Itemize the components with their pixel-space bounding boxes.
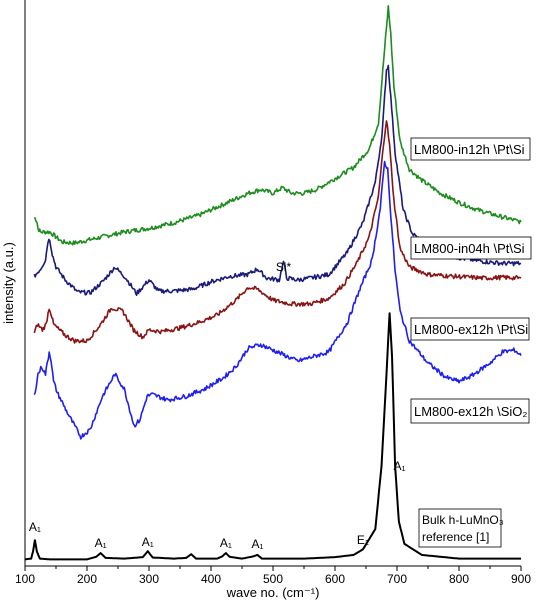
x-axis-title: wave no. (cm⁻¹) (226, 585, 320, 600)
series-label-text: Bulk h-LuMnO₃ (422, 513, 504, 527)
x-tick-label: 800 (449, 572, 469, 586)
x-tick-label: 700 (387, 572, 407, 586)
x-tick-label: 600 (325, 572, 345, 586)
x-tick-label: 500 (263, 572, 283, 586)
series-label-text: LM800-ex12h \SiO₂ (414, 404, 527, 419)
series-label: LM800-ex12h \SiO₂ (410, 398, 530, 424)
series-label: Bulk h-LuMnO₃ reference [1] (418, 508, 504, 548)
series-label: LM800-ex12h \Pt\Si (410, 317, 530, 341)
series-label: LM800-in04h \Pt\Si (410, 236, 532, 260)
peak-label: Si* (276, 260, 292, 274)
peak-label: A₁ (29, 520, 41, 534)
series-label-text: LM800-in12h \Pt\Si (414, 142, 525, 157)
series-label-text: LM800-in04h \Pt\Si (414, 241, 525, 256)
peak-label: A₁ (220, 536, 232, 550)
peak-label: A₁ (394, 459, 406, 473)
series-label: LM800-in12h \Pt\Si (410, 137, 531, 161)
y-axis-title: intensity (a.u.) (1, 242, 16, 324)
series-layer (24, 5, 522, 561)
peak-label: E₁ (357, 533, 369, 547)
series-line (33, 120, 522, 344)
series-line (33, 160, 522, 440)
x-ticks: 100 200 300 400 500 600 700 800 900 (15, 566, 531, 586)
peak-label: A₁ (142, 535, 154, 549)
series-label-text: LM800-ex12h \Pt\Si (414, 322, 528, 337)
series-labels: LM800-in12h \Pt\Si LM800-in04h \Pt\Si LM80… (410, 137, 532, 548)
x-tick-label: 100 (15, 572, 35, 586)
x-axis (24, 0, 521, 567)
peak-label: A₁ (251, 537, 263, 551)
x-tick-label: 400 (201, 572, 221, 586)
peak-annotations: Si* A₁ A₁ A₁ A₁ A₁ E₁ A₁ (29, 260, 406, 551)
series-label-text: reference [1] (422, 530, 489, 544)
series-line (33, 5, 522, 246)
x-tick-label: 200 (77, 572, 97, 586)
peak-label: A₁ (95, 536, 107, 550)
x-tick-label: 300 (139, 572, 159, 586)
series-line (24, 312, 522, 561)
x-tick-label: 900 (511, 572, 531, 586)
